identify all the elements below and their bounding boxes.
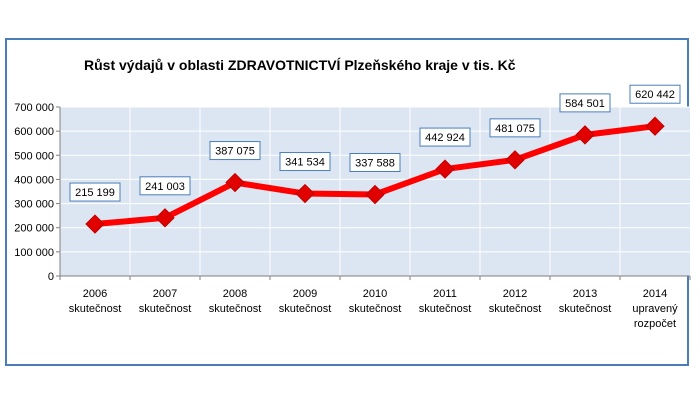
x-tick-label: 2014 [643, 288, 667, 300]
data-label: 620 442 [635, 89, 675, 101]
data-label: 584 501 [565, 98, 605, 110]
x-tick-label: skutečnost [419, 303, 472, 315]
x-tick-label: 2011 [433, 288, 457, 300]
data-point [85, 214, 105, 234]
data-label: 241 003 [145, 181, 185, 193]
data-label: 337 588 [355, 157, 395, 169]
data-label-box [209, 141, 261, 161]
x-tick-label: skutečnost [349, 303, 402, 315]
y-tick-label: 700 000 [14, 102, 54, 114]
data-label-box [489, 118, 541, 138]
x-tick-label: 2012 [503, 288, 527, 300]
x-tick-label: skutečnost [559, 303, 612, 315]
x-tick-label: 2009 [293, 288, 317, 300]
data-label: 387 075 [215, 146, 255, 158]
x-tick-label: skutečnost [139, 303, 192, 315]
y-tick-label: 300 000 [14, 199, 54, 211]
x-tick-label: upravený [632, 303, 678, 315]
data-label-box [419, 127, 471, 147]
y-tick-label: 100 000 [14, 247, 54, 259]
y-tick-label: 0 [48, 271, 54, 283]
x-tick-label: skutečnost [209, 303, 262, 315]
data-label-box [629, 84, 681, 104]
data-label-box [279, 152, 331, 172]
y-tick-label: 500 000 [14, 150, 54, 162]
x-tick-label: skutečnost [69, 303, 122, 315]
x-tick-label: 2013 [573, 288, 597, 300]
data-point [575, 125, 595, 145]
x-tick-label: skutečnost [279, 303, 332, 315]
x-tick-label: 2008 [223, 288, 247, 300]
y-tick-label: 600 000 [14, 126, 54, 138]
data-label-box [559, 93, 611, 113]
data-point [225, 172, 245, 193]
data-label-box [349, 152, 401, 172]
x-tick-label: 2010 [363, 288, 387, 300]
data-point [295, 183, 315, 204]
data-label: 215 199 [75, 187, 115, 199]
x-tick-label: 2006 [83, 288, 107, 300]
data-point [155, 208, 175, 228]
data-point [365, 184, 385, 205]
data-point [645, 116, 665, 136]
y-tick-label: 400 000 [14, 174, 54, 186]
data-point [435, 159, 455, 179]
x-tick-label: 2007 [153, 288, 177, 300]
data-label: 442 924 [425, 132, 465, 144]
data-label-box [69, 182, 121, 202]
data-label-box [139, 176, 191, 196]
chart-title: Růst výdajů v oblasti ZDRAVOTNICTVÍ Plze… [84, 57, 516, 73]
x-tick-label: rozpočet [634, 318, 676, 330]
data-label: 341 534 [285, 157, 325, 169]
data-label: 481 075 [495, 123, 535, 135]
y-tick-label: 200 000 [14, 223, 54, 235]
data-point [505, 150, 525, 170]
x-tick-label: skutečnost [489, 303, 542, 315]
